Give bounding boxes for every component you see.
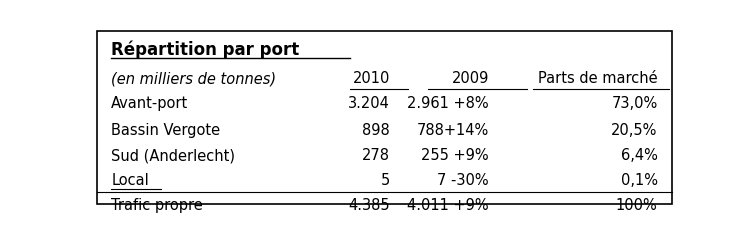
Text: Trafic propre: Trafic propre	[111, 199, 203, 213]
Text: 255 +9%: 255 +9%	[422, 148, 489, 163]
Text: 5: 5	[381, 173, 390, 188]
Text: 788+14%: 788+14%	[417, 123, 489, 138]
Text: Bassin Vergote: Bassin Vergote	[111, 123, 220, 138]
Text: 278: 278	[362, 148, 390, 163]
Text: 100%: 100%	[616, 199, 658, 213]
Text: Sud (Anderlecht): Sud (Anderlecht)	[111, 148, 236, 163]
FancyBboxPatch shape	[97, 31, 672, 204]
Text: 2009: 2009	[452, 71, 489, 86]
Text: (en milliers de tonnes): (en milliers de tonnes)	[111, 71, 276, 86]
Text: 0,1%: 0,1%	[620, 173, 658, 188]
Text: 73,0%: 73,0%	[611, 96, 658, 111]
Text: Parts de marché: Parts de marché	[538, 71, 658, 86]
Text: 6,4%: 6,4%	[621, 148, 658, 163]
Text: 4.011 +9%: 4.011 +9%	[407, 199, 489, 213]
Text: 898: 898	[362, 123, 390, 138]
Text: 4.385: 4.385	[349, 199, 390, 213]
Text: 3.204: 3.204	[348, 96, 390, 111]
Text: Local: Local	[111, 173, 149, 188]
Text: Avant-port: Avant-port	[111, 96, 188, 111]
Text: 7 -30%: 7 -30%	[437, 173, 489, 188]
Text: 2.961 +8%: 2.961 +8%	[407, 96, 489, 111]
Text: 20,5%: 20,5%	[611, 123, 658, 138]
Text: Répartition par port: Répartition par port	[111, 41, 299, 59]
Text: 2010: 2010	[352, 71, 390, 86]
